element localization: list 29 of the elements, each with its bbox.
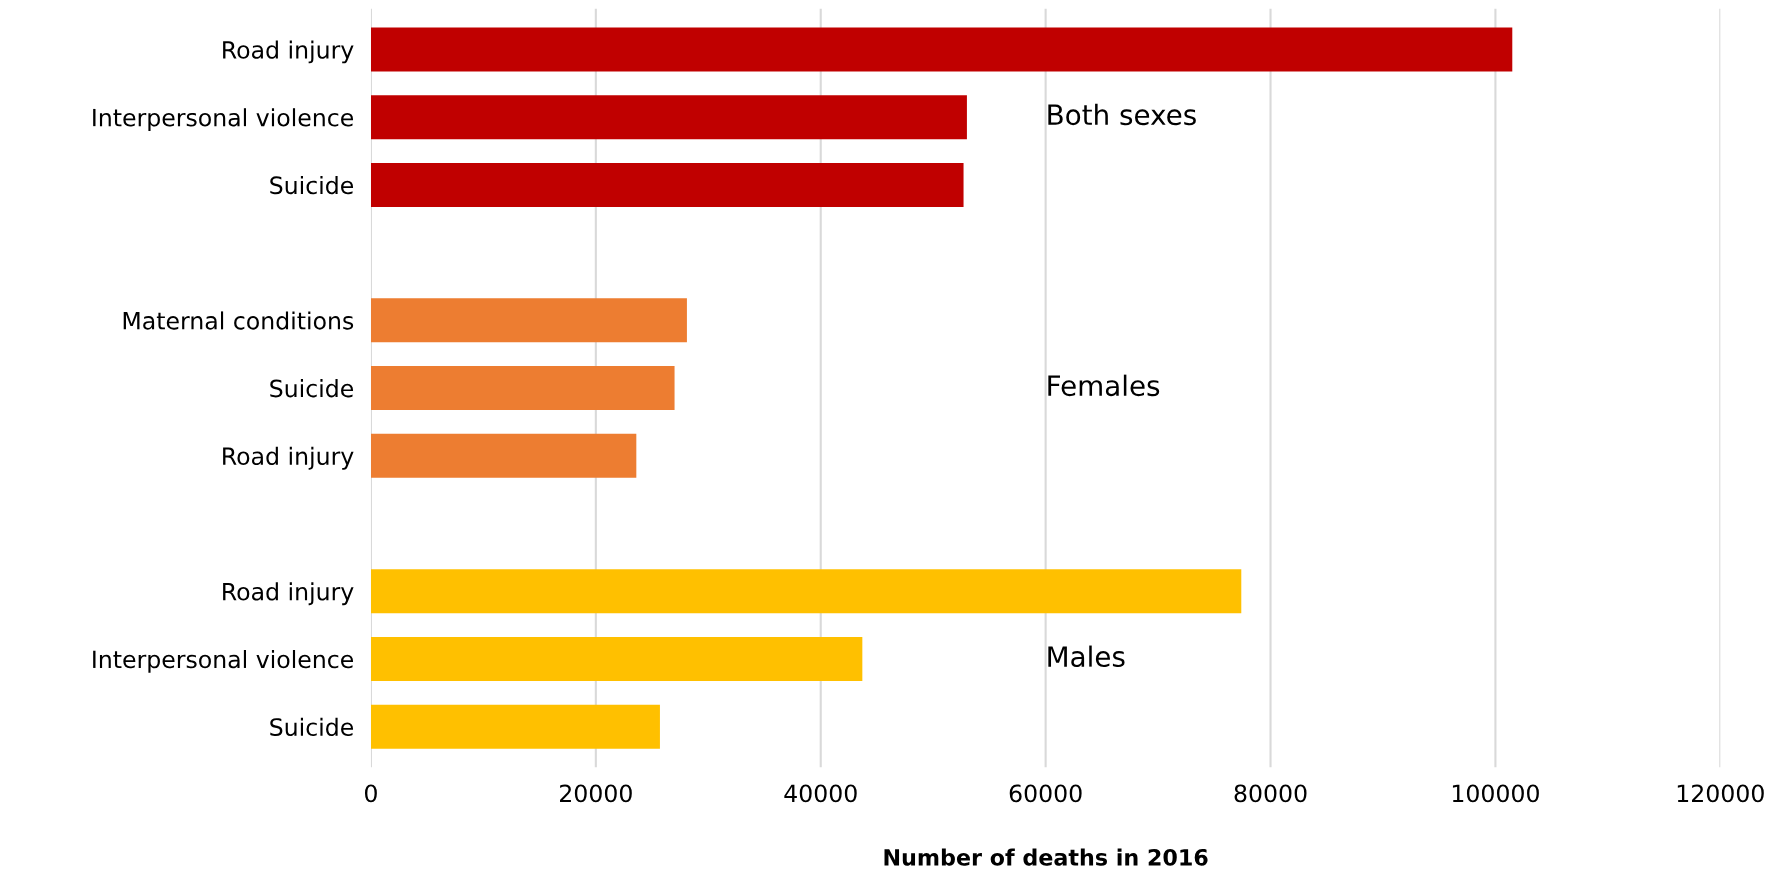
- bar: [370, 704, 660, 749]
- y-tick-label: Suicide: [270, 175, 354, 195]
- x-tick-label: 80000: [1234, 784, 1307, 803]
- annotation: Males: [1048, 645, 1125, 668]
- bar: [370, 433, 637, 478]
- y-tick-label: Interpersonal violence: [93, 650, 354, 673]
- x-tick-label: 60000: [1009, 784, 1082, 803]
- bar: [370, 569, 1242, 614]
- y-tick-label: Road injury: [223, 446, 354, 470]
- bar: [370, 298, 687, 343]
- bar: [370, 636, 863, 681]
- x-axis-title: Number of deaths in 2016: [884, 848, 1208, 866]
- bar: [370, 162, 964, 207]
- x-tick-label: 100000: [1452, 784, 1539, 803]
- bar: [370, 27, 1513, 72]
- x-tick-label: 120000: [1677, 784, 1764, 803]
- y-tick-label: Interpersonal violence: [93, 108, 354, 132]
- bar: [370, 366, 675, 411]
- x-tick-label: 40000: [784, 784, 857, 803]
- annotation: Both sexes: [1048, 103, 1196, 126]
- bar: [370, 95, 967, 140]
- x-tick-label: 20000: [560, 784, 632, 803]
- y-tick-label: Suicide: [270, 717, 354, 737]
- y-tick-label: Road injury: [223, 40, 354, 64]
- y-tick-label: Maternal conditions: [123, 311, 354, 330]
- annotation: Females: [1048, 374, 1160, 397]
- y-tick-label: Suicide: [270, 379, 354, 398]
- y-tick-label: Road injury: [223, 582, 354, 606]
- x-tick-label: 0: [364, 784, 377, 803]
